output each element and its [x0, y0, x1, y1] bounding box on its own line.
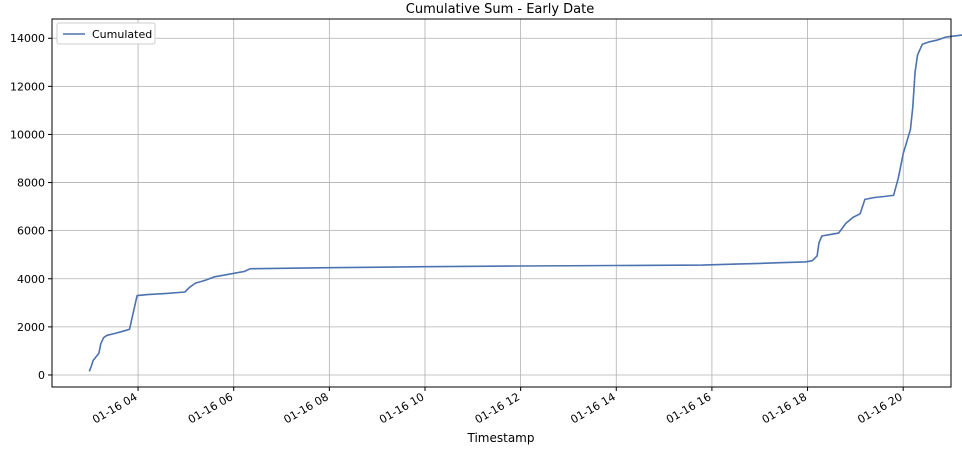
y-tick-label: 6000 [17, 225, 45, 238]
series-line-cumulated [88, 34, 962, 372]
x-tick-label: 01-16 06 [186, 390, 235, 426]
x-axis-label: Timestamp [467, 431, 535, 445]
x-tick-label: 01-16 16 [664, 390, 713, 426]
grid [52, 19, 951, 387]
x-tick-label: 01-16 10 [377, 390, 426, 426]
x-tick-label: 01-16 08 [282, 390, 331, 426]
plot-frame [51, 18, 952, 388]
legend-box [56, 22, 156, 45]
y-tick-label: 8000 [17, 177, 45, 190]
y-tick-label: 14000 [10, 32, 45, 45]
y-tick-label: 0 [38, 369, 45, 382]
y-tick-label: 12000 [10, 80, 45, 93]
series-layer [88, 34, 962, 372]
legend: Cumulated [56, 22, 156, 45]
x-axis: 01-16 04 01-16 06 01-16 08 01-16 10 01-16 12… [90, 387, 905, 426]
legend-label-cumulated: Cumulated [92, 28, 152, 41]
x-tick-label: 01-16 04 [90, 390, 139, 426]
y-tick-label: 2000 [17, 321, 45, 334]
x-tick-label: 01-16 18 [760, 390, 809, 426]
y-tick-label: 10000 [10, 128, 45, 141]
y-axis: 0 2000 4000 6000 8000 10000 12000 14000 [10, 32, 52, 382]
x-tick-label: 01-16 20 [855, 390, 904, 426]
x-tick-label: 01-16 12 [473, 390, 522, 426]
x-tick-label: 01-16 14 [568, 390, 617, 426]
y-tick-label: 4000 [17, 273, 45, 286]
chart-title: Cumulative Sum - Early Date [406, 2, 594, 17]
